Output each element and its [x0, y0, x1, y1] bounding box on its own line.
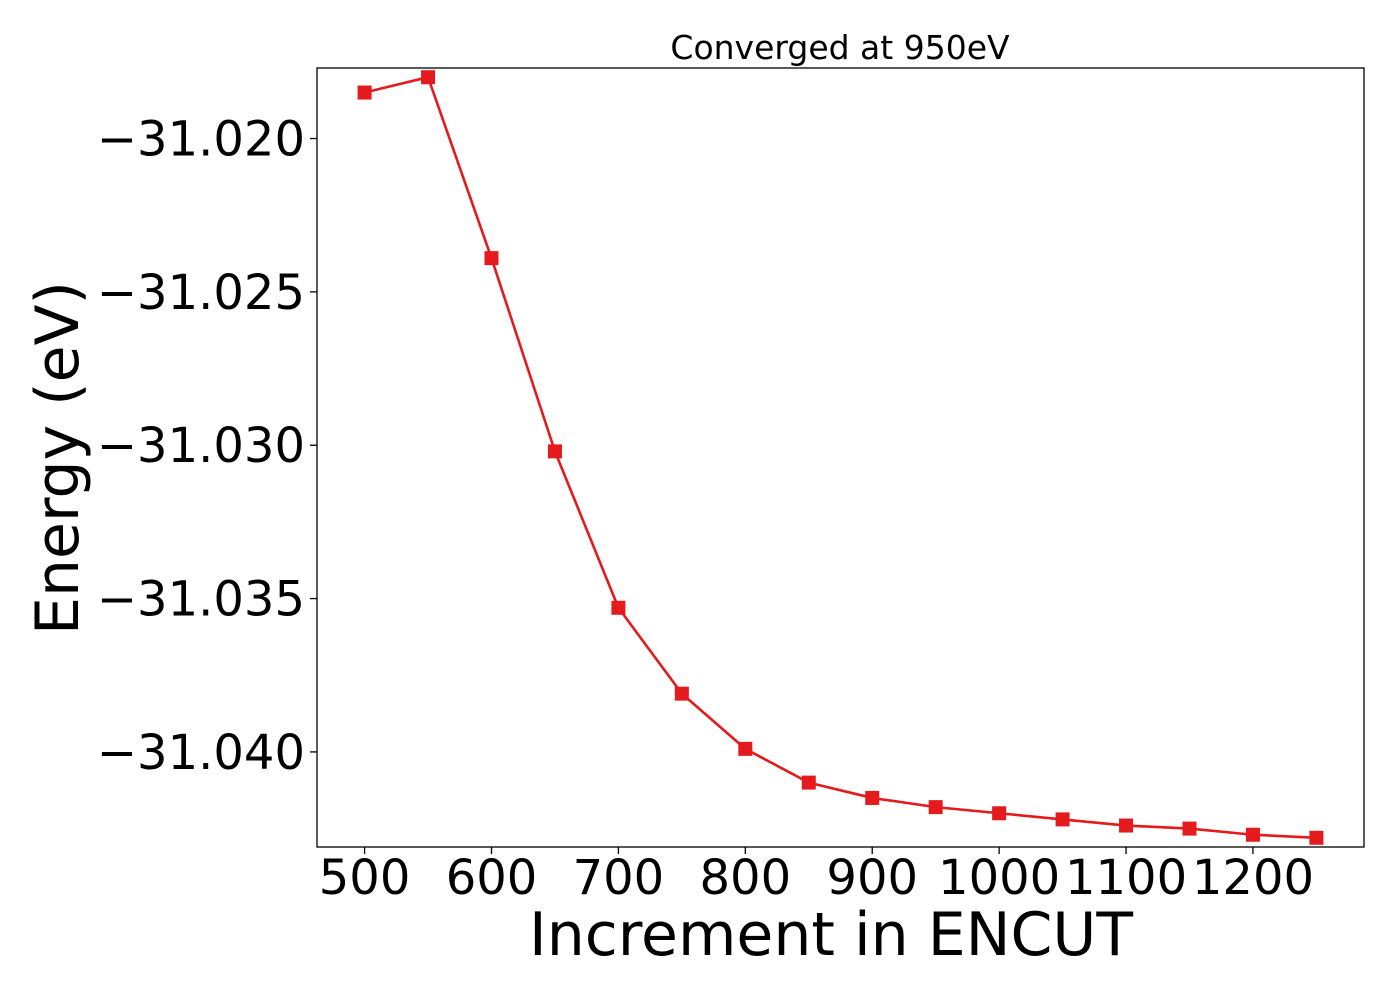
x-tick-label: 500 [319, 850, 411, 906]
data-point-marker [1119, 818, 1134, 833]
x-tick-label: 1100 [1065, 850, 1187, 906]
data-point-marker [484, 251, 499, 266]
data-point-marker [421, 70, 436, 85]
x-tick-label: 700 [573, 850, 665, 906]
data-point-marker [928, 800, 943, 815]
y-tick-label: −31.030 [97, 418, 305, 474]
y-tick-label: −31.040 [97, 725, 305, 781]
data-point-marker [1245, 827, 1260, 842]
data-point-marker [674, 686, 689, 701]
data-point-marker [1309, 830, 1324, 845]
data-point-marker [357, 85, 372, 100]
y-axis: −31.020 −31.025 −31.030 −31.035 −31.040 [97, 112, 317, 781]
x-tick-label: 900 [826, 850, 918, 906]
data-point-marker [611, 600, 626, 615]
data-point-marker [865, 790, 880, 805]
x-tick-label: 600 [446, 850, 538, 906]
data-point-marker [992, 806, 1007, 821]
y-tick-label: −31.025 [97, 265, 305, 321]
data-point-marker [547, 444, 562, 459]
data-point-marker [1055, 812, 1070, 827]
data-point-marker [738, 741, 753, 756]
data-point-marker [1182, 821, 1197, 836]
x-tick-label: 1200 [1192, 850, 1314, 906]
data-point-marker [801, 775, 816, 790]
x-tick-label: 1000 [938, 850, 1060, 906]
y-tick-label: −31.035 [97, 572, 305, 628]
series-line [364, 75, 1317, 840]
y-axis-label: Energy (eV) [23, 281, 93, 635]
x-axis: 500 600 700 800 900 1000 1100 1200 [319, 847, 1314, 906]
plot-frame [316, 67, 1365, 848]
y-tick-label: −31.020 [97, 112, 305, 168]
chart-title: Converged at 950eV [670, 28, 1010, 67]
series-layer [357, 70, 1324, 845]
x-tick-label: 800 [700, 850, 792, 906]
x-axis-label: Increment in ENCUT [529, 900, 1133, 970]
